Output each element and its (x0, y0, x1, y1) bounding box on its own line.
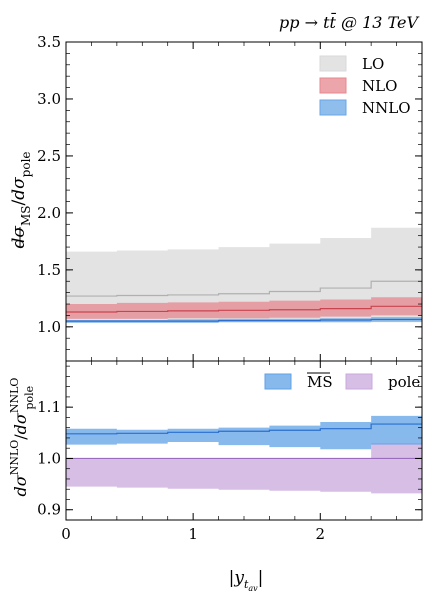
bottom-ytick-label: 1.1 (37, 398, 61, 416)
bottom-legend-swatch (345, 373, 373, 390)
bottom-ms-band (66, 415, 422, 450)
top-ytick-label: 2.5 (37, 147, 61, 165)
bottom-ms-central-line (66, 423, 422, 435)
top-ytick-label: 3.0 (37, 90, 61, 108)
top-legend-swatch (319, 99, 347, 116)
top-lo-band (66, 227, 422, 323)
top-legend-swatch (319, 55, 347, 72)
bottom-legend-swatch (264, 373, 292, 390)
bottom-pole-band (66, 443, 422, 494)
top-ytick-label: 2.0 (37, 204, 61, 222)
top-nnlo-central-line (66, 318, 422, 322)
x-axis-label: |ytav| (229, 568, 264, 593)
top-nlo-central-line (66, 305, 422, 313)
bottom-ytick-label: 0.9 (37, 501, 61, 519)
top-legend-label: NNLO (362, 99, 411, 117)
top-lo-central-line (66, 280, 422, 297)
bottom-xtick-label: 0 (61, 525, 71, 543)
top-nlo-band (66, 297, 422, 319)
top-y-axis-label: dσMS/dσpole (9, 151, 33, 248)
bottom-panel: 0.9 1.0 1.1 0 1 2 MS pole (37, 360, 423, 543)
process-label: pp → tt̄ @ 13 TeV (279, 11, 419, 32)
bottom-xtick-label: 2 (316, 525, 326, 543)
bottom-y-axis-label: dσNNLO/dσNNLO pole (8, 378, 36, 497)
top-ytick-label: 1.5 (37, 261, 61, 279)
top-legend-label: NLO (362, 77, 397, 95)
top-ytick-label: 1.0 (37, 318, 61, 336)
bottom-ytick-label: 1.0 (37, 449, 61, 467)
top-panel: 1.0 1.5 2.0 2.5 3.0 3.5 LO NLO NNLO (37, 33, 423, 362)
ms-subscript: MS (19, 206, 33, 227)
bottom-xtick-label: 1 (188, 525, 198, 543)
bottom-legend-label: pole (388, 373, 420, 391)
top-ytick-label: 3.5 (37, 33, 61, 51)
bottom-legend-label: MS (307, 373, 333, 391)
svg-text:dσMS/dσpole: dσMS/dσpole (9, 151, 33, 248)
top-legend-label: LO (362, 55, 384, 73)
top-legend-swatch (319, 77, 347, 94)
